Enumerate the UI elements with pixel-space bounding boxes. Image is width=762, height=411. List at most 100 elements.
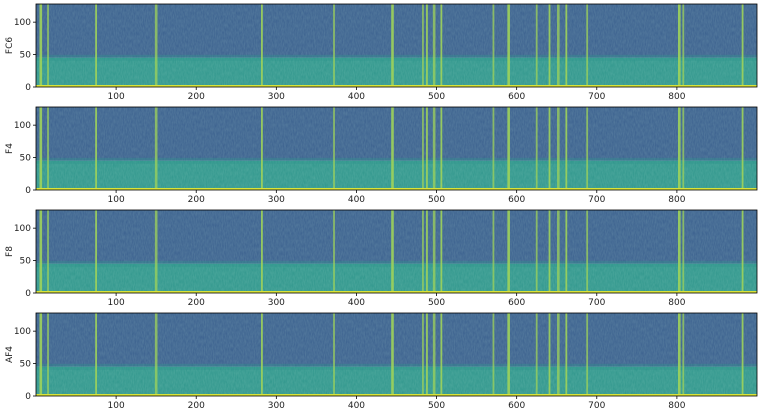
artifact-column [507,210,510,293]
artifact-column [154,313,158,396]
artifact-column [535,107,538,190]
artifact-column [95,313,97,396]
artifact-column [39,313,43,396]
artifact-column [432,210,436,293]
artifact-column [565,210,568,293]
artifact-column [391,107,394,190]
x-tick-label: 100 [108,92,125,102]
x-tick-label: 800 [668,92,685,102]
artifact-column [548,313,551,396]
channel-label: AF4 [5,346,15,363]
artifact-column [333,107,335,190]
noise-texture [36,107,757,190]
artifact-column [557,313,560,396]
x-tick-label: 700 [588,195,605,205]
y-tick-label: 0 [25,392,31,402]
baseline-band [36,394,757,396]
artifact-column [440,210,443,293]
plot-frame [35,209,758,294]
artifact-column [261,210,263,293]
x-tick-label: 200 [188,92,205,102]
artifact-column [333,313,335,396]
artifact-column [535,210,538,293]
x-tick-label: 700 [588,92,605,102]
artifact-column [261,313,263,396]
artifact-column [95,107,97,190]
artifact-column [426,313,428,396]
x-tick-label: 500 [428,92,445,102]
x-tick-label: 600 [508,298,525,308]
artifact-column [535,313,538,396]
plot-frame [35,3,758,88]
x-tick-label: 800 [668,298,685,308]
channel-label: FC6 [5,37,15,54]
artifact-column [682,4,685,87]
y-tick-label: 50 [20,51,32,61]
x-tick-label: 500 [428,298,445,308]
y-tick-label: 100 [14,121,31,131]
artifact-column [422,4,424,87]
artifact-column [261,4,263,87]
artifact-column [677,313,681,396]
artifact-column [154,107,158,190]
artifact-column [535,4,538,87]
artifact-column [682,107,685,190]
x-tick-label: 400 [348,92,365,102]
x-tick-label: 700 [588,298,605,308]
artifact-column [565,313,568,396]
x-tick-label: 100 [108,195,125,205]
artifact-column [426,4,428,87]
y-tick-label: 0 [25,83,31,93]
artifact-column [391,4,394,87]
artifact-column [95,210,97,293]
x-tick-label: 700 [588,401,605,411]
artifact-column [47,313,49,396]
artifact-column [440,313,443,396]
artifact-column [741,210,744,293]
artifact-column [422,210,424,293]
artifact-column [507,107,510,190]
spectrogram-panel-fc6: 0 50 100 100 200 300 400 500 600 700 800 FC6 [5,3,758,102]
x-tick-label: 600 [508,92,525,102]
artifact-column [557,107,560,190]
baseline-band [36,188,757,190]
x-tick-label: 600 [508,401,525,411]
artifact-column [154,4,158,87]
x-tick-label: 100 [108,401,125,411]
spectrogram-panel-f4: 0 50 100 100 200 300 400 500 600 700 800 F4 [5,106,758,205]
x-tick-label: 400 [348,401,365,411]
channel-label: F4 [5,143,15,154]
artifact-column [741,107,744,190]
artifact-column [557,4,560,87]
x-tick-label: 500 [428,401,445,411]
y-tick-label: 0 [25,186,31,196]
y-tick-label: 50 [20,257,32,267]
x-tick-label: 300 [268,298,285,308]
artifact-column [432,4,436,87]
artifact-column [492,107,495,190]
artifact-column [565,4,568,87]
noise-texture [36,210,757,293]
band-transition [36,157,757,164]
artifact-column [548,4,551,87]
y-tick-label: 50 [20,154,32,164]
artifact-column [47,210,49,293]
artifact-column [586,210,589,293]
x-tick-label: 300 [268,92,285,102]
x-tick-label: 200 [188,298,205,308]
artifact-column [586,107,589,190]
x-tick-label: 800 [668,195,685,205]
plot-frame [35,312,758,397]
spectrogram-panel-f8: 0 50 100 100 200 300 400 500 600 700 800 F8 [5,209,758,308]
artifact-column [682,210,685,293]
artifact-column [422,107,424,190]
artifact-column [422,313,424,396]
y-tick-label: 0 [25,289,31,299]
spectrogram-panel-af4: 0 50 100 100 200 300 400 500 600 700 800 AF4 [5,312,758,411]
artifact-column [391,210,394,293]
artifact-column [426,107,428,190]
artifact-column [677,210,681,293]
artifact-column [586,313,589,396]
artifact-column [565,107,568,190]
